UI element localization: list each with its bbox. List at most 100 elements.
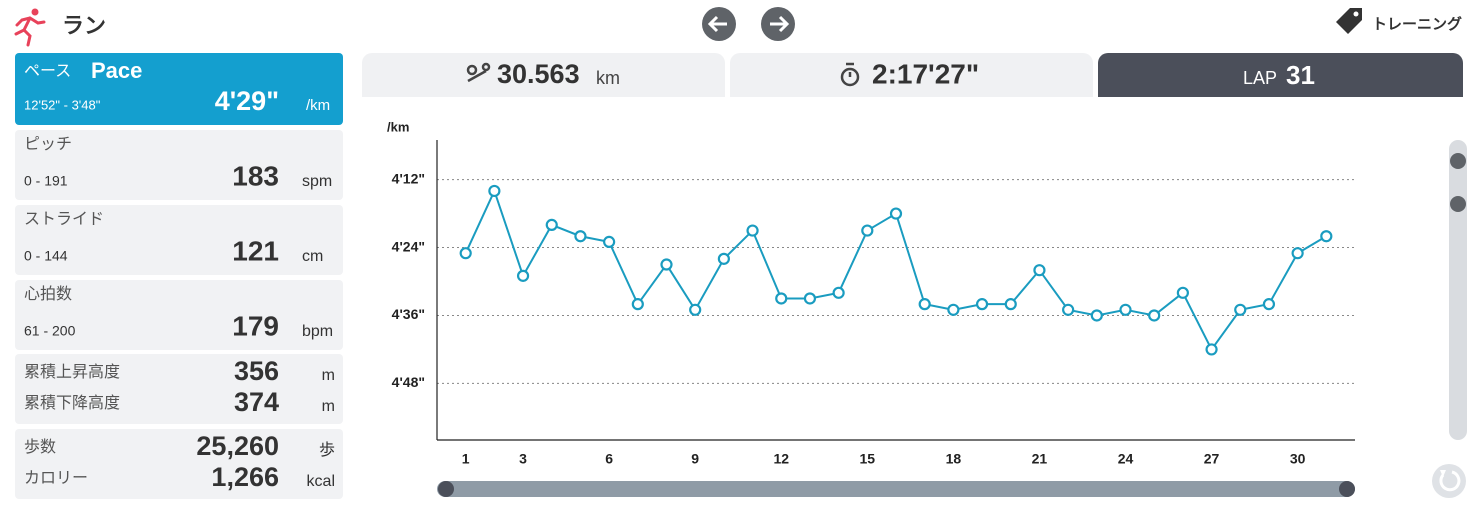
lap-label: LAP [1243, 68, 1277, 88]
y-tick-label: 4'48" [392, 374, 425, 390]
activity-label: カロリー [24, 470, 88, 487]
lap-point [832, 286, 845, 299]
pace-panel[interactable] [15, 53, 343, 125]
metric-unit: bpm [302, 323, 333, 340]
stopwatch-icon [840, 62, 860, 87]
metric-unit: cm [302, 248, 323, 265]
pace-label-ja: ペース [24, 63, 71, 80]
next-button[interactable] [761, 7, 795, 41]
x-tick-label: 1 [462, 451, 470, 467]
lap-point [947, 303, 960, 316]
activity-unit: 歩 [319, 441, 335, 459]
metric-unit: spm [302, 173, 332, 190]
lap-point [631, 298, 644, 311]
app-title: ラン [62, 13, 106, 38]
x-tick-label: 6 [605, 451, 613, 467]
metric-value: 183 [232, 160, 279, 191]
scroll-handle[interactable] [1450, 196, 1466, 212]
x-tick-label: 18 [946, 451, 962, 467]
x-tick-label: 24 [1118, 451, 1134, 467]
plot [459, 184, 1333, 356]
elevation-value: 356 [234, 356, 279, 386]
x-tick-label: 30 [1290, 451, 1306, 467]
lap-point [975, 298, 989, 311]
y-tick-label: 4'12" [392, 170, 425, 186]
lap-point [717, 252, 730, 265]
metric-range: 61 - 200 [24, 323, 76, 339]
metric-panel[interactable] [15, 280, 343, 350]
pace-label: Pace [91, 58, 142, 83]
distance-unit: km [596, 68, 620, 88]
elevation-panel[interactable] [15, 354, 343, 424]
y-axis-unit: /km [387, 119, 409, 134]
lap-point [1205, 343, 1218, 356]
lap-point [775, 292, 788, 305]
metric-label: 心拍数 [24, 285, 72, 303]
metric-panel[interactable] [15, 205, 343, 275]
lap-point [488, 184, 501, 198]
elevation-label: 累積下降高度 [24, 394, 120, 412]
lap-point [689, 303, 702, 316]
lap-point [603, 235, 616, 248]
lap-tab[interactable] [1098, 53, 1463, 97]
lap-point [1262, 298, 1276, 311]
lap-point [1291, 247, 1304, 260]
distance-tab[interactable] [362, 53, 725, 97]
training-button[interactable]: トレーニング [1336, 8, 1462, 34]
range-slider[interactable] [437, 481, 1355, 497]
activity-panel[interactable] [15, 429, 343, 499]
y-tick-label: 4'36" [392, 306, 425, 322]
x-tick-label: 21 [1032, 451, 1048, 467]
lap-point [516, 269, 530, 282]
metric-label: ストライド [24, 211, 104, 228]
elevation-unit: m [322, 398, 335, 415]
lap-point [574, 230, 587, 243]
metric-range: 0 - 191 [24, 173, 68, 189]
lap-count: 31 [1286, 60, 1315, 90]
y-tick-label: 4'24" [392, 238, 425, 254]
distance-value: 30.563 [497, 59, 580, 89]
pace-value: 4'29" [215, 86, 279, 116]
scroll-handle[interactable] [1450, 153, 1466, 169]
metric-value: 179 [232, 310, 279, 341]
prev-button[interactable] [702, 7, 736, 41]
elevation-value: 374 [234, 387, 279, 417]
x-tick-label: 15 [860, 451, 876, 467]
metric-value: 121 [232, 235, 279, 266]
vertical-scrollbar[interactable] [1449, 140, 1467, 440]
tag-icon [1336, 8, 1362, 34]
elevation-unit: m [322, 367, 335, 384]
lap-point [1090, 309, 1103, 322]
lap-point [1062, 303, 1075, 316]
pace-range: 12'52" - 3'48" [24, 97, 101, 112]
x-tick-label: 3 [519, 451, 527, 467]
grid [437, 179, 1355, 384]
activity-value: 25,260 [196, 431, 279, 461]
reset-button[interactable] [1432, 464, 1466, 498]
lap-point [746, 224, 759, 237]
activity-label: 歩数 [24, 438, 56, 456]
slider-handle[interactable] [438, 481, 454, 497]
x-tick-label: 12 [773, 451, 789, 467]
lap-point [861, 224, 874, 237]
lap-point [918, 298, 931, 311]
run-icon [14, 8, 46, 47]
pace-unit: /km [306, 97, 330, 114]
lap-point [1119, 303, 1132, 316]
lap-point [459, 247, 472, 260]
metric-label: ピッチ [24, 136, 72, 153]
elevation-label: 累積上昇高度 [24, 363, 120, 381]
lap-point [1004, 298, 1017, 311]
x-tick-label: 27 [1204, 451, 1220, 467]
lap-point [1148, 309, 1161, 322]
lap-point [545, 218, 558, 232]
time-value: 2:17'27" [872, 58, 979, 89]
lap-point [803, 292, 817, 305]
slider-handle[interactable] [1339, 481, 1355, 497]
metric-panel[interactable] [15, 130, 343, 200]
distance-icon [466, 62, 491, 83]
training-label: トレーニング [1372, 15, 1462, 33]
time-tab[interactable] [730, 53, 1093, 97]
